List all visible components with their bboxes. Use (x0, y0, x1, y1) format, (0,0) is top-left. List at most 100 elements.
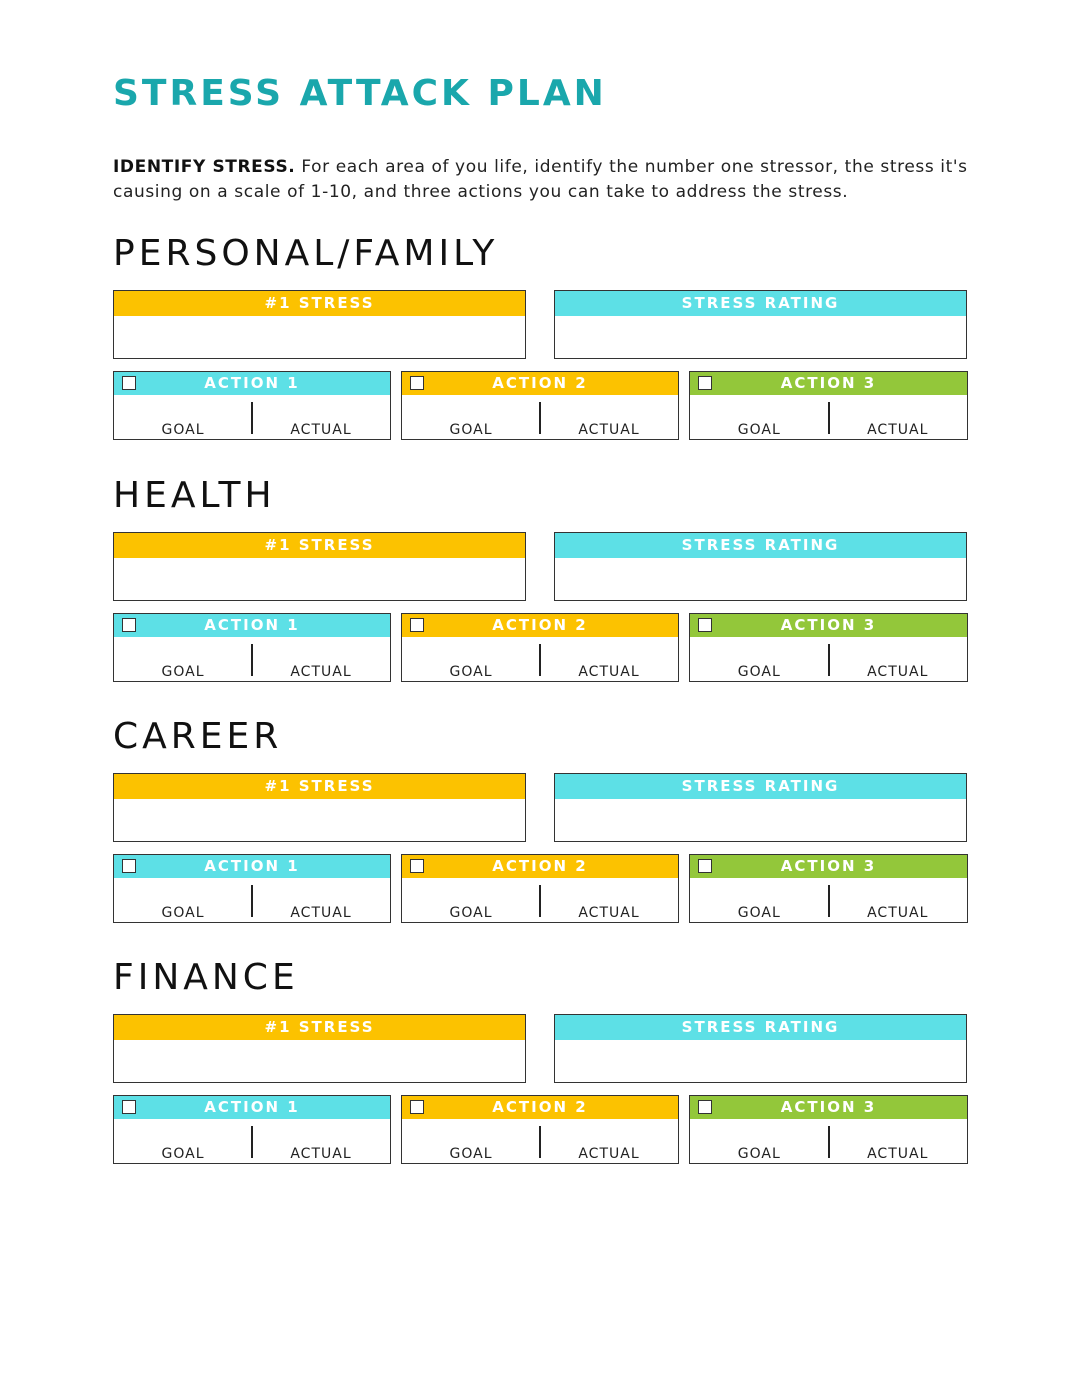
action-1-card: ACTION 1 GOAL ACTUAL (113, 1095, 391, 1164)
action-1-card: ACTION 1 GOAL ACTUAL (113, 613, 391, 682)
goal-actual-divider (539, 885, 541, 917)
action-2-card: ACTION 2 GOAL ACTUAL (401, 1095, 679, 1164)
rating-label: STRESS RATING (681, 1018, 840, 1036)
actual-label: ACTUAL (867, 905, 929, 921)
action-2-card: ACTION 2 GOAL ACTUAL (401, 613, 679, 682)
stress-rating-field[interactable]: STRESS RATING (554, 290, 967, 359)
goal-label: GOAL (449, 422, 493, 438)
action-3-label: ACTION 3 (780, 857, 877, 875)
goal-actual-divider (251, 885, 253, 917)
action-3-band: ACTION 3 (690, 372, 967, 395)
goal-actual-divider (539, 644, 541, 676)
action-2-card: ACTION 2 GOAL ACTUAL (401, 371, 679, 440)
action-2-checkbox-icon[interactable] (410, 859, 424, 873)
action-1-checkbox-icon[interactable] (122, 376, 136, 390)
action-2-band: ACTION 2 (402, 614, 678, 637)
action-1-checkbox-icon[interactable] (122, 618, 136, 632)
action-2-label: ACTION 2 (492, 1098, 588, 1116)
action-1-checkbox-icon[interactable] (122, 859, 136, 873)
stress-field[interactable]: #1 STRESS (113, 773, 526, 842)
action-2-checkbox-icon[interactable] (410, 618, 424, 632)
action-3-checkbox-icon[interactable] (698, 618, 712, 632)
goal-actual-divider (251, 644, 253, 676)
action-3-label: ACTION 3 (780, 616, 877, 634)
instructions: IDENTIFY STRESS. For each area of you li… (113, 155, 973, 205)
action-1-label: ACTION 1 (204, 616, 300, 634)
rating-label: STRESS RATING (681, 536, 840, 554)
stress-field[interactable]: #1 STRESS (113, 1014, 526, 1083)
section-heading: HEALTH (113, 475, 276, 516)
stress-rating-field[interactable]: STRESS RATING (554, 773, 967, 842)
actual-label: ACTUAL (290, 664, 352, 680)
actual-label: ACTUAL (578, 905, 640, 921)
goal-label: GOAL (449, 664, 493, 680)
action-3-checkbox-icon[interactable] (698, 376, 712, 390)
goal-actual-divider (827, 1126, 830, 1158)
goal-actual-divider (251, 402, 253, 434)
stress-field[interactable]: #1 STRESS (113, 532, 526, 601)
stress-label: #1 STRESS (264, 777, 375, 795)
stress-rating-field[interactable]: STRESS RATING (554, 532, 967, 601)
goal-label: GOAL (161, 905, 205, 921)
goal-actual-divider (539, 1126, 541, 1158)
stress-label: #1 STRESS (264, 536, 375, 554)
action-2-band: ACTION 2 (402, 855, 678, 878)
actual-label: ACTUAL (578, 1146, 640, 1162)
rating-label: STRESS RATING (681, 777, 840, 795)
actual-label: ACTUAL (867, 664, 929, 680)
stress-rating-field[interactable]: STRESS RATING (554, 1014, 967, 1083)
action-1-label: ACTION 1 (204, 374, 300, 392)
goal-actual-divider (827, 885, 830, 917)
section-personal-family: PERSONAL/FAMILY #1 STRESS STRESS RATING … (113, 232, 968, 452)
action-3-card: ACTION 3 GOAL ACTUAL (689, 854, 968, 923)
goal-label: GOAL (449, 905, 493, 921)
action-3-checkbox-icon[interactable] (698, 1100, 712, 1114)
actual-label: ACTUAL (867, 422, 929, 438)
instructions-text: For each area of you life, identify the … (113, 157, 968, 202)
goal-label: GOAL (161, 664, 205, 680)
action-1-band: ACTION 1 (114, 1096, 390, 1119)
stress-label: #1 STRESS (264, 294, 375, 312)
section-heading: FINANCE (113, 957, 299, 998)
rating-band: STRESS RATING (555, 291, 966, 316)
actual-label: ACTUAL (578, 422, 640, 438)
action-3-band: ACTION 3 (690, 855, 967, 878)
section-health: HEALTH #1 STRESS STRESS RATING ACTION 1 … (113, 474, 968, 694)
goal-actual-divider (827, 402, 830, 434)
instructions-lead: IDENTIFY STRESS. (113, 157, 296, 177)
page-title: STRESS ATTACK PLAN (113, 73, 607, 114)
stress-field[interactable]: #1 STRESS (113, 290, 526, 359)
stress-band: #1 STRESS (114, 1015, 525, 1040)
action-3-card: ACTION 3 GOAL ACTUAL (689, 371, 968, 440)
rating-band: STRESS RATING (555, 533, 966, 558)
actual-label: ACTUAL (578, 664, 640, 680)
action-1-label: ACTION 1 (204, 857, 300, 875)
goal-label: GOAL (737, 664, 781, 680)
action-3-card: ACTION 3 GOAL ACTUAL (689, 613, 968, 682)
action-3-band: ACTION 3 (690, 1096, 967, 1119)
section-finance: FINANCE #1 STRESS STRESS RATING ACTION 1… (113, 956, 968, 1176)
action-1-card: ACTION 1 GOAL ACTUAL (113, 371, 391, 440)
action-1-checkbox-icon[interactable] (122, 1100, 136, 1114)
action-2-checkbox-icon[interactable] (410, 376, 424, 390)
action-3-band: ACTION 3 (690, 614, 967, 637)
goal-label: GOAL (737, 1146, 781, 1162)
action-3-label: ACTION 3 (780, 1098, 877, 1116)
goal-label: GOAL (161, 422, 205, 438)
action-3-label: ACTION 3 (780, 374, 877, 392)
action-1-card: ACTION 1 GOAL ACTUAL (113, 854, 391, 923)
action-2-band: ACTION 2 (402, 372, 678, 395)
action-2-label: ACTION 2 (492, 616, 588, 634)
action-2-checkbox-icon[interactable] (410, 1100, 424, 1114)
action-1-label: ACTION 1 (204, 1098, 300, 1116)
section-heading: PERSONAL/FAMILY (113, 233, 499, 274)
action-3-checkbox-icon[interactable] (698, 859, 712, 873)
action-2-label: ACTION 2 (492, 857, 588, 875)
action-1-band: ACTION 1 (114, 614, 390, 637)
goal-label: GOAL (449, 1146, 493, 1162)
goal-actual-divider (539, 402, 541, 434)
action-1-band: ACTION 1 (114, 855, 390, 878)
action-2-card: ACTION 2 GOAL ACTUAL (401, 854, 679, 923)
goal-label: GOAL (737, 905, 781, 921)
actual-label: ACTUAL (290, 1146, 352, 1162)
